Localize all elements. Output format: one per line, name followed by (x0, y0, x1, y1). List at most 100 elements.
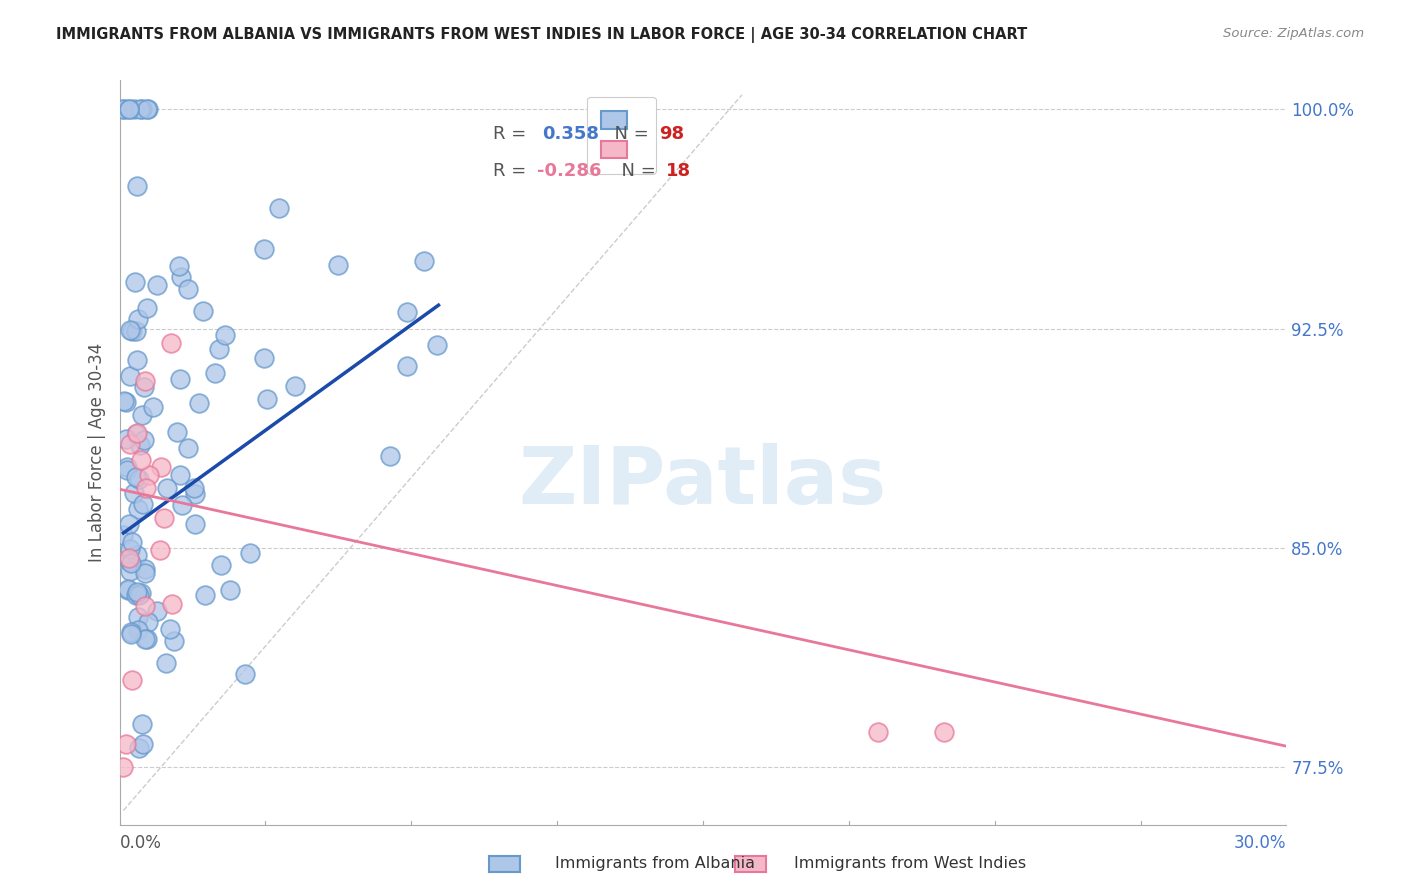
Point (118, 517, 141, 532)
Point (127, 610, 149, 624)
Text: N =: N = (610, 162, 661, 180)
Point (194, 588, 217, 602)
Point (866, 724, 890, 739)
Point (128, 588, 150, 602)
Point (177, 441, 200, 455)
Point (134, 562, 156, 576)
Point (208, 342, 231, 356)
Point (114, 737, 136, 751)
Text: Immigrants from Albania: Immigrants from Albania (555, 856, 755, 871)
Point (284, 379, 307, 393)
Point (396, 359, 419, 373)
Point (131, 717, 153, 731)
Point (120, 626, 142, 640)
Point (122, 485, 145, 500)
Point (117, 582, 139, 596)
Point (209, 558, 232, 573)
Point (129, 586, 152, 600)
Point (166, 425, 188, 439)
Point (115, 463, 138, 477)
Point (218, 582, 240, 597)
Text: 18: 18 (665, 162, 690, 180)
Point (127, 584, 149, 599)
Point (128, 438, 150, 452)
Point (162, 634, 184, 648)
Text: -0.286: -0.286 (537, 162, 602, 180)
Point (120, 624, 142, 639)
Point (114, 393, 136, 408)
Point (253, 351, 276, 366)
Point (150, 459, 173, 474)
Point (214, 328, 236, 343)
Text: 98: 98 (658, 125, 683, 143)
Point (131, 103, 153, 117)
Point (124, 276, 146, 290)
Point (114, 103, 136, 117)
Point (125, 324, 148, 338)
Point (239, 546, 262, 560)
Point (146, 604, 169, 618)
Point (191, 304, 214, 318)
Point (138, 467, 160, 482)
Point (155, 481, 177, 495)
Point (169, 467, 191, 482)
Point (125, 548, 148, 562)
Point (177, 282, 200, 296)
Point (172, 498, 194, 512)
Point (127, 623, 149, 637)
Point (256, 392, 278, 406)
Point (128, 740, 150, 755)
Point (136, 103, 159, 117)
Point (378, 450, 401, 464)
Point (934, 724, 956, 739)
Point (134, 599, 156, 614)
Point (142, 400, 165, 414)
Point (134, 566, 156, 580)
Text: Source: ZipAtlas.com: Source: ZipAtlas.com (1223, 27, 1364, 40)
Point (159, 336, 181, 351)
Point (111, 103, 134, 117)
Point (134, 433, 156, 447)
Point (120, 541, 142, 556)
Point (135, 301, 157, 315)
Point (120, 368, 142, 383)
Point (169, 372, 191, 386)
Point (159, 622, 181, 636)
Point (118, 564, 141, 578)
Text: R =: R = (494, 125, 537, 143)
Text: Immigrants from West Indies: Immigrants from West Indies (794, 856, 1026, 871)
Point (146, 277, 169, 292)
Point (121, 535, 143, 549)
Text: R =: R = (494, 162, 531, 180)
Y-axis label: In Labor Force | Age 30-34: In Labor Force | Age 30-34 (87, 343, 105, 562)
Point (128, 472, 150, 486)
Point (153, 511, 176, 525)
Point (120, 323, 142, 337)
Text: ZIPatlas: ZIPatlas (519, 443, 887, 522)
Point (134, 632, 156, 646)
Point (135, 103, 157, 117)
Point (395, 305, 418, 319)
Point (170, 270, 193, 285)
Point (115, 432, 138, 446)
Point (111, 528, 134, 542)
Point (124, 470, 146, 484)
Point (131, 408, 153, 422)
Point (155, 657, 177, 671)
Point (412, 254, 434, 268)
Point (131, 452, 153, 467)
Text: 30.0%: 30.0% (1234, 834, 1286, 852)
Point (125, 426, 148, 441)
Point (135, 632, 157, 647)
Point (127, 312, 149, 326)
Text: IMMIGRANTS FROM ALBANIA VS IMMIGRANTS FROM WEST INDIES IN LABOR FORCE | AGE 30-3: IMMIGRANTS FROM ALBANIA VS IMMIGRANTS FR… (56, 27, 1028, 43)
Point (125, 425, 148, 440)
Point (183, 516, 205, 531)
Point (132, 737, 155, 751)
Text: 0.0%: 0.0% (120, 834, 162, 852)
Point (326, 258, 349, 272)
Point (122, 103, 145, 117)
Point (125, 353, 148, 368)
Point (121, 325, 143, 339)
Point (125, 588, 148, 602)
